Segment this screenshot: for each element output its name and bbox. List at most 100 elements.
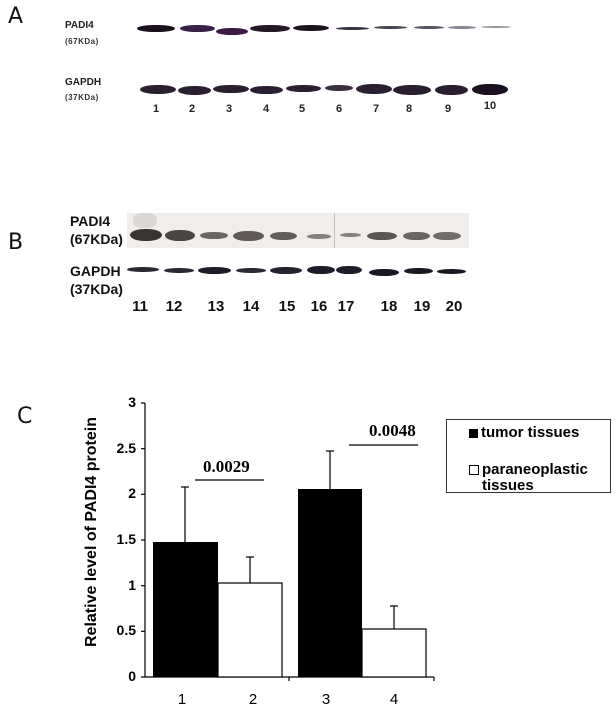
panel-b-letter: B <box>8 230 24 255</box>
panel-b-padi4-kda: (67KDa) <box>70 231 123 247</box>
lane-number: 4 <box>262 103 270 115</box>
band <box>130 229 162 241</box>
lane-number: 20 <box>445 298 463 315</box>
band <box>293 25 329 31</box>
lane-number: 3 <box>225 103 233 115</box>
x-tick-label: 2 <box>248 691 258 708</box>
band <box>393 85 431 95</box>
band <box>414 26 444 29</box>
band <box>448 26 476 29</box>
band <box>374 26 407 29</box>
lane-number: 9 <box>444 103 452 115</box>
band <box>236 268 266 273</box>
error-bar <box>181 486 189 542</box>
band <box>164 268 194 273</box>
y-tick-label: 0 <box>128 668 136 684</box>
panel-b-gapdh-label: GAPDH <box>70 263 121 279</box>
bar-paraneoplastic-2 <box>217 582 283 678</box>
band <box>307 266 335 274</box>
band <box>165 230 195 241</box>
lane-number: 17 <box>337 298 355 315</box>
legend-item-paraneoplastic: paraneoplastic tissues <box>469 462 588 494</box>
panel-b-gapdh-kda: (37KDa) <box>70 281 123 297</box>
lane-number: 6 <box>335 103 343 115</box>
band <box>433 232 461 240</box>
lane-number: 1 <box>152 103 160 115</box>
lane-number: 19 <box>413 298 431 315</box>
lane-number: 16 <box>310 298 328 315</box>
panel-a-gapdh-kda: (37KDa) <box>65 93 99 102</box>
panel-c-letter: C <box>17 404 33 429</box>
legend-label: paraneoplastic <box>482 461 588 478</box>
legend-label: tumor tissues <box>481 424 580 441</box>
lane-number: 14 <box>242 298 260 315</box>
bar-tumor-3 <box>298 489 362 677</box>
smear <box>133 213 157 228</box>
band <box>250 86 283 94</box>
band <box>307 234 331 239</box>
band <box>404 268 433 274</box>
y-tick-label: 1 <box>128 577 136 593</box>
band <box>336 27 369 30</box>
chart-legend: tumor tissues paraneoplastic tissues <box>446 419 611 494</box>
band <box>286 85 321 92</box>
lane-number: 11 <box>132 298 148 315</box>
error-bar <box>390 605 398 629</box>
band <box>200 232 228 239</box>
p-value-label: 0.0029 <box>203 457 250 476</box>
error-bar <box>326 450 334 489</box>
x-tick-label: 4 <box>389 691 399 708</box>
band <box>270 232 297 240</box>
panel-a-letter: A <box>8 4 24 29</box>
panel-a-padi4-kda: (67KDa) <box>65 37 99 46</box>
lane-number: 15 <box>278 298 296 315</box>
legend-swatch-filled-icon <box>469 428 478 438</box>
band <box>472 84 508 95</box>
error-bar <box>246 556 254 583</box>
y-tick-label: 2 <box>128 485 136 501</box>
band <box>481 26 511 28</box>
bar-tumor-1 <box>153 542 218 677</box>
lane-number: 5 <box>298 103 306 115</box>
band <box>180 25 215 32</box>
p-value-label: 0.0048 <box>369 421 416 440</box>
bar-paraneoplastic-4 <box>361 628 427 678</box>
lane-number: 8 <box>405 103 413 115</box>
band <box>437 269 466 274</box>
y-tick-label: 3 <box>128 394 136 410</box>
band <box>367 232 397 240</box>
band <box>270 267 302 274</box>
band <box>340 233 361 237</box>
band <box>178 86 211 95</box>
lane-number: 13 <box>207 298 225 315</box>
lane-number: 18 <box>380 298 398 315</box>
legend-item-tumor: tumor tissues <box>469 425 579 441</box>
band <box>216 28 248 35</box>
y-tick-label: 1.5 <box>116 531 136 547</box>
lane-number: 7 <box>372 103 380 115</box>
lane-number: 12 <box>165 298 183 315</box>
band <box>250 25 290 32</box>
band <box>213 85 249 93</box>
y-tick-label: 0.5 <box>116 622 136 638</box>
band <box>127 267 159 272</box>
x-tick-label: 3 <box>321 691 331 708</box>
x-tick-label: 1 <box>177 691 187 708</box>
panel-b-padi4-membrane <box>127 213 469 248</box>
band <box>198 267 231 274</box>
band <box>403 232 430 240</box>
legend-label-continued: tissues <box>482 477 534 494</box>
panel-a-padi4-label: PADI4 <box>65 20 94 31</box>
panel-b-padi4-label: PADI4 <box>70 213 111 229</box>
band <box>140 85 176 94</box>
band <box>137 25 175 32</box>
legend-swatch-empty-icon <box>469 465 479 475</box>
band <box>325 85 353 91</box>
band <box>435 85 468 95</box>
lane-number: 2 <box>188 103 196 115</box>
lane-number: 10 <box>483 100 497 112</box>
y-tick-label: 2.5 <box>116 440 136 456</box>
band <box>356 84 392 94</box>
band <box>336 266 362 274</box>
band <box>233 231 264 241</box>
